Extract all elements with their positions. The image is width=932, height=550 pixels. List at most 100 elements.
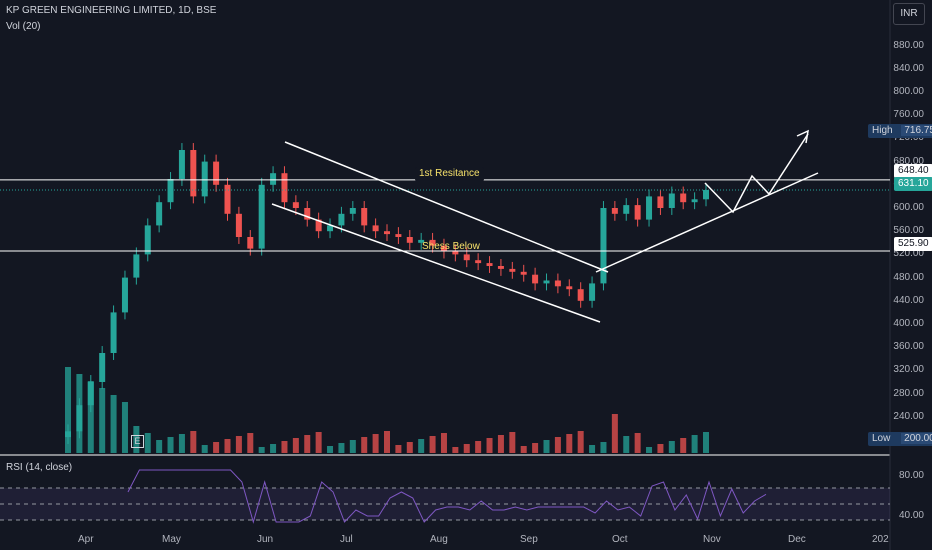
candle-body: [600, 208, 607, 284]
candle-body: [589, 283, 596, 301]
candle-body: [406, 237, 413, 243]
candle-body: [703, 189, 709, 200]
price-tick-label: 600.00: [893, 202, 924, 213]
candle-body: [634, 205, 641, 220]
candle-body: [440, 245, 447, 252]
currency-selector[interactable]: INR: [893, 3, 925, 25]
price-tick-label: 320.00: [893, 364, 924, 376]
candle-body: [76, 405, 83, 432]
rsi-tick-label: 40.00: [898, 510, 924, 521]
volume-bars: [65, 367, 709, 453]
volume-bar: [577, 431, 584, 453]
price-tick-label: 520.00: [893, 248, 924, 260]
price-tick-label: 680.00: [893, 155, 924, 167]
high-label: High: [872, 125, 893, 136]
candle-body: [315, 219, 322, 232]
volume-bar: [703, 432, 709, 453]
volume-bar: [384, 431, 390, 453]
volume-bar: [600, 442, 607, 453]
drawing-layer[interactable]: [0, 129, 890, 323]
price-tick-label: 400.00: [893, 318, 924, 329]
last-price-tag: 631.10: [894, 177, 932, 191]
price-tick-label: 760.00: [893, 109, 924, 121]
support-annotation[interactable]: Shess Below: [422, 241, 480, 252]
chart-grid: [0, 0, 891, 550]
rsi-label: RSI (14, close): [6, 462, 73, 473]
candle-body: [611, 208, 618, 214]
candle-body: [509, 268, 516, 272]
support-price-tag: 525.90: [894, 237, 932, 251]
projection-path: [704, 133, 809, 214]
low-tag: Low 200.00: [868, 432, 932, 446]
candle-body: [543, 280, 550, 284]
volume-bar: [65, 367, 71, 453]
volume-bar: [463, 444, 470, 453]
candle-body: [395, 234, 402, 237]
volume-bar: [247, 433, 254, 453]
volume-bar: [167, 437, 174, 453]
volume-bar: [110, 395, 117, 453]
candle-body: [292, 202, 299, 208]
candle-body: [110, 312, 117, 353]
time-tick-label: Apr: [78, 534, 94, 545]
candles: [65, 143, 709, 445]
rsi-band: [0, 488, 890, 520]
candle-body: [87, 382, 94, 406]
candle-body: [327, 225, 334, 232]
time-tick-label: Sep: [520, 534, 538, 545]
channel-upper-line: [284, 141, 609, 273]
resistance-annotation[interactable]: 1st Resitance: [415, 167, 484, 181]
candle-body: [463, 254, 470, 261]
candle-body: [554, 280, 561, 287]
candle-body: [532, 274, 539, 284]
candle-body: [247, 237, 254, 249]
candle-body: [418, 239, 425, 243]
rsi-line: [127, 469, 767, 524]
volume-bar: [304, 435, 311, 453]
candle-body: [520, 271, 527, 275]
volume-bar: [440, 433, 447, 453]
candle-body: [486, 263, 493, 266]
volume-bar: [99, 388, 106, 453]
candle-body: [167, 179, 174, 203]
channel-lower-line: [271, 203, 601, 323]
volume-bar: [372, 434, 379, 453]
time-tick-label: Dec: [788, 534, 806, 545]
candle-body: [566, 286, 573, 290]
volume-bar: [258, 447, 265, 453]
candle-body: [121, 277, 128, 313]
candle-body: [452, 251, 459, 255]
candle-body: [577, 289, 584, 301]
rising-trendline: [595, 172, 819, 273]
candle-body: [361, 208, 368, 226]
low-label: Low: [872, 433, 891, 444]
volume-bar: [201, 445, 208, 453]
candle-body: [235, 213, 242, 237]
price-tick-label: 240.00: [893, 410, 924, 422]
time-tick-label: Jul: [340, 534, 353, 545]
candle-body: [623, 205, 630, 214]
time-tick-label: Aug: [430, 534, 448, 545]
volume-bar: [452, 447, 459, 453]
volume-bar: [668, 441, 675, 453]
candle-body: [349, 208, 356, 214]
rsi-tick-label: 80.00: [898, 470, 924, 481]
volume-bar: [566, 434, 573, 453]
candle-body: [270, 173, 277, 185]
volume-bar: [486, 438, 493, 453]
candle-body: [190, 150, 197, 197]
candle-body: [99, 353, 106, 382]
volume-bar: [327, 446, 334, 453]
volume-bar: [338, 443, 345, 453]
volume-bar: [520, 446, 527, 453]
candle-body: [258, 184, 265, 249]
volume-bar: [395, 445, 402, 453]
candle-body: [657, 196, 664, 208]
price-tick-label: 560.00: [893, 225, 924, 237]
candle-body: [304, 208, 311, 220]
volume-bar: [680, 438, 687, 453]
earnings-event-marker[interactable]: E: [131, 435, 144, 448]
price-tick-label: 480.00: [893, 271, 924, 283]
volume-bar: [406, 442, 413, 453]
